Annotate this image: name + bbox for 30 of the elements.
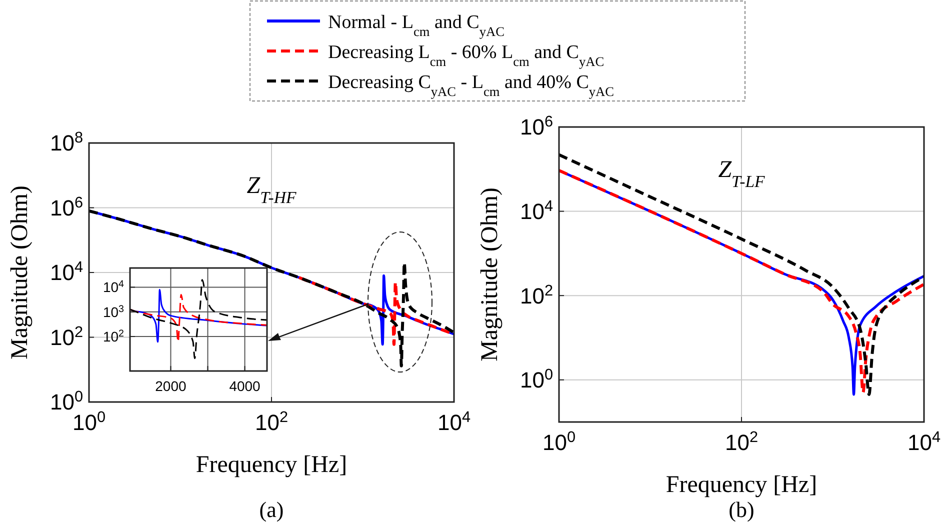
y-tick-label: 10$^{2}$ [102,328,124,344]
text: Z$_{T-LF}$ [718,157,766,190]
legend-label: Decreasing L$_{cm}$ - 60% L$_{cm}$ and C$_{yAC}$ [328,42,604,68]
y-tick-label: 10$^{2}$ [50,323,83,350]
x-tick-label: 10$^{2}$ [254,408,288,435]
y-tick-label: 10$^{6}$ [520,113,553,140]
y-tick-label: 10$^{2}$ [520,282,553,308]
legend-label: Normal - L$_{cm}$ and C$_{yAC}$ [328,12,505,38]
line-series [130,279,267,360]
y-tick-label: 10$^{4}$ [520,197,554,224]
legend-label: Decreasing C$_{yAC}$ - L$_{cm}$ and 40% C$_{yAC}$ [328,72,614,98]
x-tick-label: 4000 [229,378,261,394]
y-tick-label: 10$^{6}$ [50,194,83,220]
text: (b) [728,497,754,522]
text: Z$_{T-HF}$ [246,173,297,206]
x-tick-label: 10$^{4}$ [907,428,941,455]
x-tick-label: 10$^{2}$ [724,428,758,455]
text: (a) [259,497,284,522]
y-axis-title: Magnitude (Ohm) [477,188,503,362]
x-axis-title: Frequency [Hz] [666,472,818,498]
y-tick-label: 10$^{3}$ [102,303,125,320]
y-tick-label: 10$^{4}$ [102,278,125,296]
x-tick-label: 10$^{0}$ [72,408,106,435]
x-tick-label: 10$^{0}$ [542,428,576,455]
y-tick-label: 10$^{8}$ [50,129,83,156]
y-axis-title: Magnitude (Ohm) [7,186,33,360]
x-tick-label: 10$^{4}$ [437,408,471,435]
x-axis-title: Frequency [Hz] [196,452,348,478]
y-tick-label: 10$^{4}$ [50,258,84,286]
x-tick-label: 2000 [155,378,187,394]
